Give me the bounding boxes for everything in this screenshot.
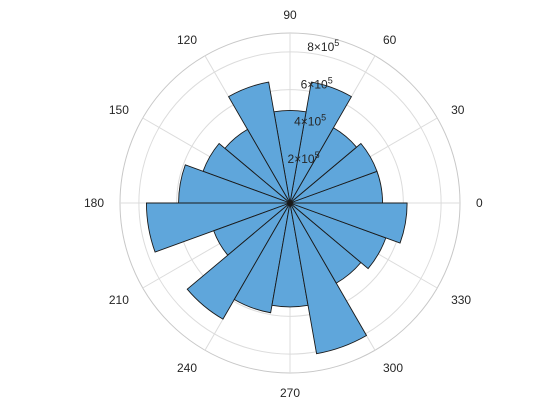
- histogram-bar-220-240: [186, 202, 291, 320]
- radial-tick-label: 8×105: [307, 38, 339, 54]
- angular-tick-label-60: 60: [383, 33, 397, 47]
- histogram-bar-340-360: [289, 202, 408, 244]
- angular-tick-label-300: 300: [383, 361, 403, 375]
- bars-layer: [145, 81, 408, 355]
- histogram-bar-240-260: [233, 202, 291, 314]
- angular-tick-label-30: 30: [451, 103, 465, 117]
- histogram-bar-60-80: [289, 81, 353, 204]
- radial-tick-label: 4×105: [294, 113, 326, 129]
- angular-tick-label-120: 120: [177, 33, 197, 47]
- histogram-bar-100-120: [227, 81, 291, 204]
- angular-tick-label-240: 240: [177, 361, 197, 375]
- histogram-bar-20-40: [289, 142, 378, 204]
- angular-tick-label-0: 0: [476, 196, 483, 210]
- radial-tick-label: 6×105: [301, 75, 333, 91]
- radial-tick-labels: 2×105 4×105 6×105 8×105: [288, 38, 340, 166]
- angular-tick-label-180: 180: [84, 196, 104, 210]
- angular-tick-labels: 0 30 60 90 120 150 180 210 240 270 300 330: [84, 8, 483, 400]
- histogram-bar-180-200: [145, 202, 291, 253]
- angular-tick-label-270: 270: [280, 386, 300, 400]
- histogram-bar-280-300: [289, 202, 368, 355]
- angular-tick-label-330: 330: [451, 293, 471, 307]
- angular-tick-label-210: 210: [109, 293, 129, 307]
- angular-tick-label-150: 150: [109, 103, 129, 117]
- angular-tick-label-90: 90: [283, 8, 297, 22]
- radial-tick-label: 2×105: [288, 150, 320, 166]
